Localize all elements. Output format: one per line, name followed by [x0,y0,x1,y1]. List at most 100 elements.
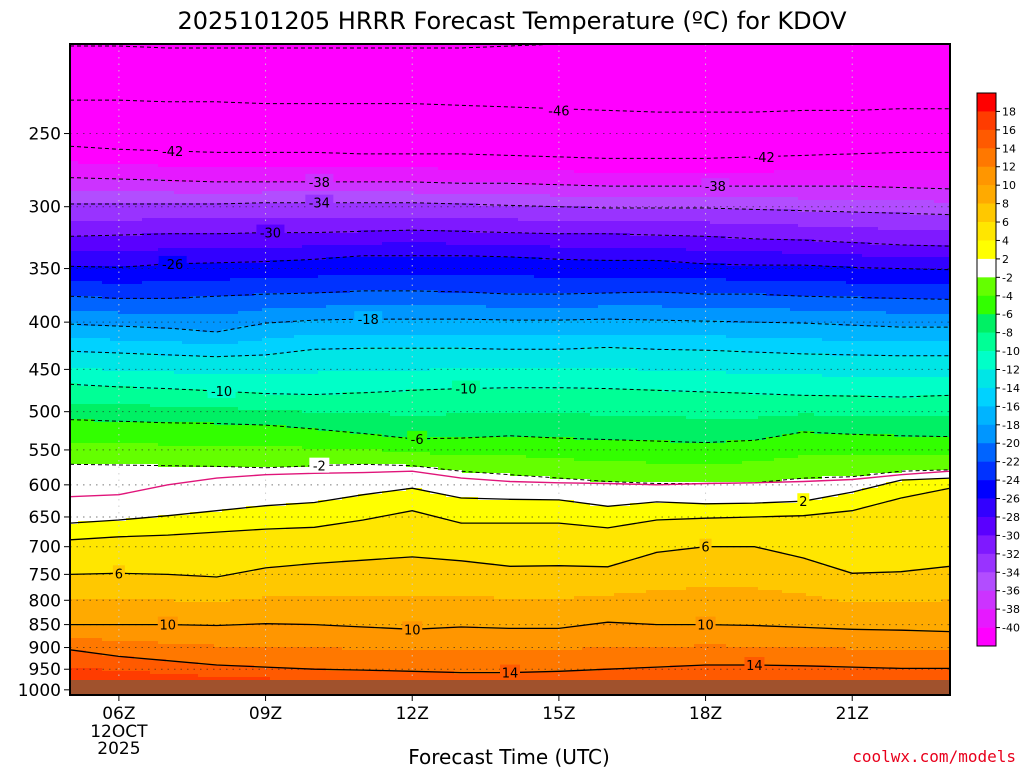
temperature-band-cell [478,218,487,234]
temperature-band-cell [206,194,215,204]
temperature-band-cell [286,446,295,468]
temperature-band-cell [742,224,751,240]
temperature-band-cell [494,437,503,456]
temperature-band-cell [598,347,607,369]
temperature-band-cell [894,200,903,213]
temperature-band-cell [806,323,815,339]
temperature-band-cell [262,623,271,648]
temperature-band-cell [614,260,623,279]
temperature-band-cell [270,353,279,375]
temperature-band-cell [86,236,95,252]
temperature-band-cell [646,305,655,321]
temperature-band-cell [174,356,183,375]
temperature-band-cell [790,515,799,558]
temperature-band-cell [142,353,151,372]
temperature-band-cell [78,326,87,339]
temperature-band-cell [590,260,599,279]
temperature-band-cell [350,650,359,672]
temperature-band-cell [606,335,615,348]
temperature-band-cell [750,395,759,420]
temperature-band-cell [126,575,135,600]
temperature-band-cell [310,563,319,597]
temperature-band-cell [350,497,359,522]
temperature-band-cell [470,275,479,294]
temperature-band-cell [654,185,663,198]
temperature-band-cell [574,566,583,597]
temperature-band-cell [686,518,695,549]
temperature-band-cell [590,248,599,261]
temperature-band-cell [398,452,407,465]
temperature-band-cell [422,596,431,630]
temperature-band-cell [910,494,919,570]
temperature-band-cell [110,656,119,672]
temperature-band-cell [942,599,950,633]
temperature-band-cell [286,503,295,528]
temperature-band-cell [662,590,671,627]
temperature-band-cell [830,569,839,600]
temperature-band-cell [174,44,183,168]
temperature-band-cell [286,338,295,354]
temperature-band-cell [590,185,599,198]
temperature-band-cell [790,185,799,198]
temperature-band-cell [190,446,199,468]
colorbar-label: -8 [1002,327,1013,340]
temperature-band-cell [94,221,103,237]
temperature-band-cell [270,506,279,531]
temperature-band-cell [822,200,831,213]
temperature-band-cell [878,503,887,573]
temperature-band-cell [470,563,479,597]
temperature-band-cell [118,671,127,687]
temperature-band-cell [878,629,887,651]
temperature-band-cell [230,626,239,648]
temperature-band-cell [326,218,335,234]
temperature-band-cell [558,335,567,351]
temperature-band-cell [406,512,415,558]
isotherm-label: 10 [404,623,421,638]
temperature-band-cell [670,551,679,591]
temperature-band-cell [590,671,599,684]
temperature-band-cell [318,647,327,669]
temperature-band-cell [926,491,935,570]
y-tick-label: 400 [29,313,61,333]
temperature-band-cell [582,233,591,249]
temperature-band-cell [542,308,551,321]
temperature-band-cell [246,572,255,600]
temperature-band-cell [222,203,231,219]
temperature-band-cell [358,335,367,348]
temperature-band-cell [654,335,663,351]
temperature-band-cell [350,449,359,465]
temperature-band-cell [406,488,415,513]
colorbar-label: -40 [1002,622,1020,635]
temperature-band-cell [206,218,215,234]
temperature-band-cell [846,341,855,357]
temperature-band-cell [398,257,407,276]
temperature-band-cell [318,527,327,564]
temperature-band-cell [70,638,79,651]
temperature-band-cell [606,566,615,597]
colorbar-swatch [977,93,996,112]
temperature-band-cell [78,44,87,165]
temperature-band-cell [270,446,279,468]
temperature-band-cell [422,389,431,417]
temperature-band-cell [406,557,415,597]
temperature-band-cell [526,194,535,207]
temperature-band-cell [382,44,391,168]
temperature-band-cell [414,371,423,390]
temperature-band-cell [318,449,327,465]
temperature-band-cell [246,341,255,357]
temperature-band-cell [278,260,287,279]
temperature-band-cell [854,200,863,213]
temperature-band-cell [782,434,791,459]
temperature-band-cell [574,221,583,234]
temperature-band-cell [206,182,215,195]
temperature-band-cell [270,233,279,249]
temperature-band-cell [422,242,431,258]
temperature-band-cell [270,338,279,354]
temperature-band-cell [318,233,327,246]
temperature-band-cell [470,626,479,651]
temperature-band-cell [190,626,199,645]
temperature-band-cell [574,44,583,174]
isotherm-label: -26 [162,258,183,273]
temperature-band-cell [390,557,399,597]
temperature-band-cell [838,200,847,213]
